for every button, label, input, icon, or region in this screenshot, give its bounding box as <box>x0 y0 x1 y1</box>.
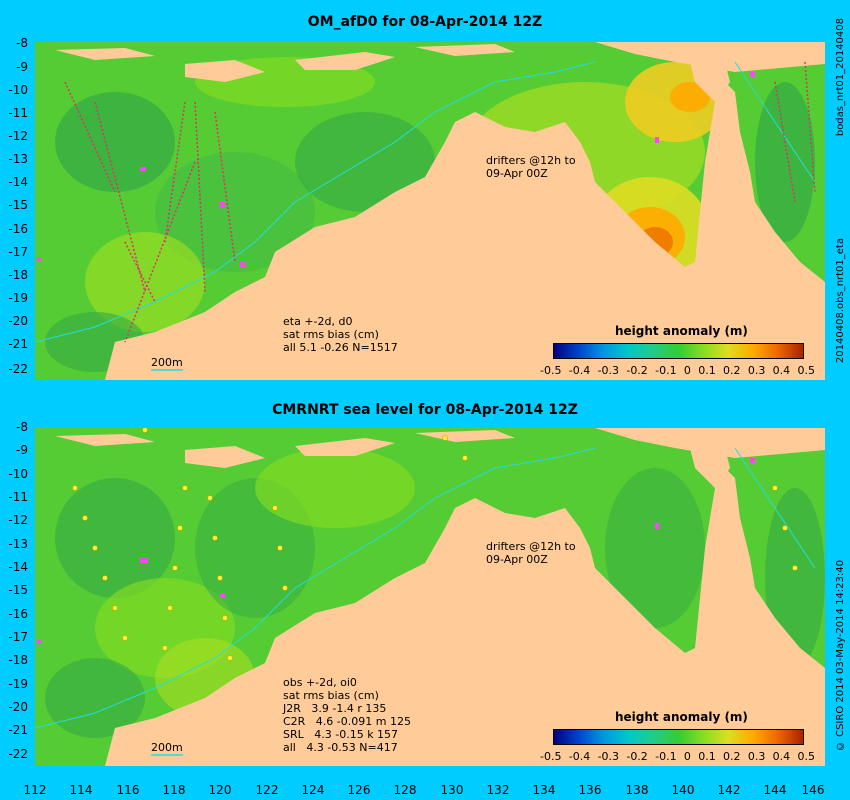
y-tick-label: -17 <box>8 245 28 259</box>
y-tick-label: -20 <box>8 314 28 328</box>
bottom-colorbar <box>553 729 804 745</box>
top-panel-title: OM_afD0 for 08-Apr-2014 12Z <box>307 14 543 30</box>
x-tick-label: 142 <box>717 783 741 797</box>
bottom-stats-annotation: obs +-2d, oi0 sat rms bias (cm) J2R 3.9 … <box>283 676 411 754</box>
x-tick-label: 132 <box>486 783 510 797</box>
y-tick-label: -15 <box>8 583 28 597</box>
top-stats-annotation: eta +-2d, d0 sat rms bias (cm) all 5.1 -… <box>283 315 398 354</box>
x-tick-label: 126 <box>347 783 371 797</box>
top-colorbar-title: height anomaly (m) <box>615 324 748 338</box>
y-tick-label: -10 <box>8 467 28 481</box>
top-scale-label: 200m <box>151 356 183 369</box>
y-tick-label: -16 <box>8 607 28 621</box>
y-tick-label: -18 <box>8 653 28 667</box>
y-tick-label: -18 <box>8 268 28 282</box>
x-tick-label: 122 <box>255 783 279 797</box>
y-tick-label: -9 <box>16 443 28 457</box>
y-tick-label: -8 <box>16 36 28 50</box>
y-tick-label: -17 <box>8 630 28 644</box>
y-tick-label: -19 <box>8 291 28 305</box>
x-tick-label: 112 <box>23 783 47 797</box>
y-tick-label: -15 <box>8 198 28 212</box>
x-tick-label: 116 <box>116 783 140 797</box>
y-tick-label: -13 <box>8 152 28 166</box>
y-tick-label: -20 <box>8 700 28 714</box>
y-tick-label: -14 <box>8 175 28 189</box>
top-map <box>35 42 825 380</box>
x-tick-label: 124 <box>301 783 325 797</box>
x-tick-label: 134 <box>532 783 556 797</box>
bottom-panel-title: CMRNRT sea level for 08-Apr-2014 12Z <box>272 402 578 418</box>
y-tick-label: -10 <box>8 83 28 97</box>
x-tick-label: 120 <box>208 783 232 797</box>
bottom-scale-label: 200m <box>151 741 183 754</box>
bottom-map <box>35 428 825 766</box>
y-tick-label: -12 <box>8 129 28 143</box>
y-tick-label: -22 <box>8 362 28 376</box>
x-tick-label: 146 <box>801 783 825 797</box>
x-tick-label: 144 <box>763 783 787 797</box>
x-tick-label: 140 <box>671 783 695 797</box>
top-side-label-lower: 20140408.obs_nrt01_eta <box>835 238 846 364</box>
y-tick-label: -16 <box>8 222 28 236</box>
x-tick-label: 138 <box>625 783 649 797</box>
x-tick-label: 130 <box>440 783 464 797</box>
x-tick-label: 114 <box>69 783 93 797</box>
top-map-panel <box>35 42 825 380</box>
y-tick-label: -14 <box>8 560 28 574</box>
y-tick-label: -22 <box>8 747 28 761</box>
y-tick-label: -21 <box>8 337 28 351</box>
x-tick-label: 136 <box>578 783 602 797</box>
x-tick-label: 118 <box>162 783 186 797</box>
bottom-drifters-note: drifters @12h to 09-Apr 00Z <box>486 540 576 566</box>
y-tick-label: -19 <box>8 677 28 691</box>
bottom-colorbar-labels: -0.5 -0.4 -0.3 -0.2 -0.1 0 0.1 0.2 0.3 0.4 0.5 <box>540 750 815 763</box>
bottom-side-label: © CSIRO 2014 03-May-2014 14:23:40 <box>835 560 846 752</box>
top-colorbar <box>553 343 804 359</box>
top-side-label-upper: bodas_nrt01_20140408 <box>835 18 846 137</box>
y-tick-label: -11 <box>8 490 28 504</box>
top-drifters-note: drifters @12h to 09-Apr 00Z <box>486 154 576 180</box>
y-tick-label: -8 <box>16 420 28 434</box>
y-tick-label: -9 <box>16 60 28 74</box>
y-tick-label: -13 <box>8 537 28 551</box>
y-tick-label: -11 <box>8 106 28 120</box>
x-tick-label: 128 <box>393 783 417 797</box>
top-colorbar-labels: -0.5 -0.4 -0.3 -0.2 -0.1 0 0.1 0.2 0.3 0.4 0.5 <box>540 364 815 377</box>
bottom-colorbar-title: height anomaly (m) <box>615 710 748 724</box>
bottom-map-panel <box>35 428 825 766</box>
y-tick-label: -21 <box>8 723 28 737</box>
y-tick-label: -12 <box>8 513 28 527</box>
